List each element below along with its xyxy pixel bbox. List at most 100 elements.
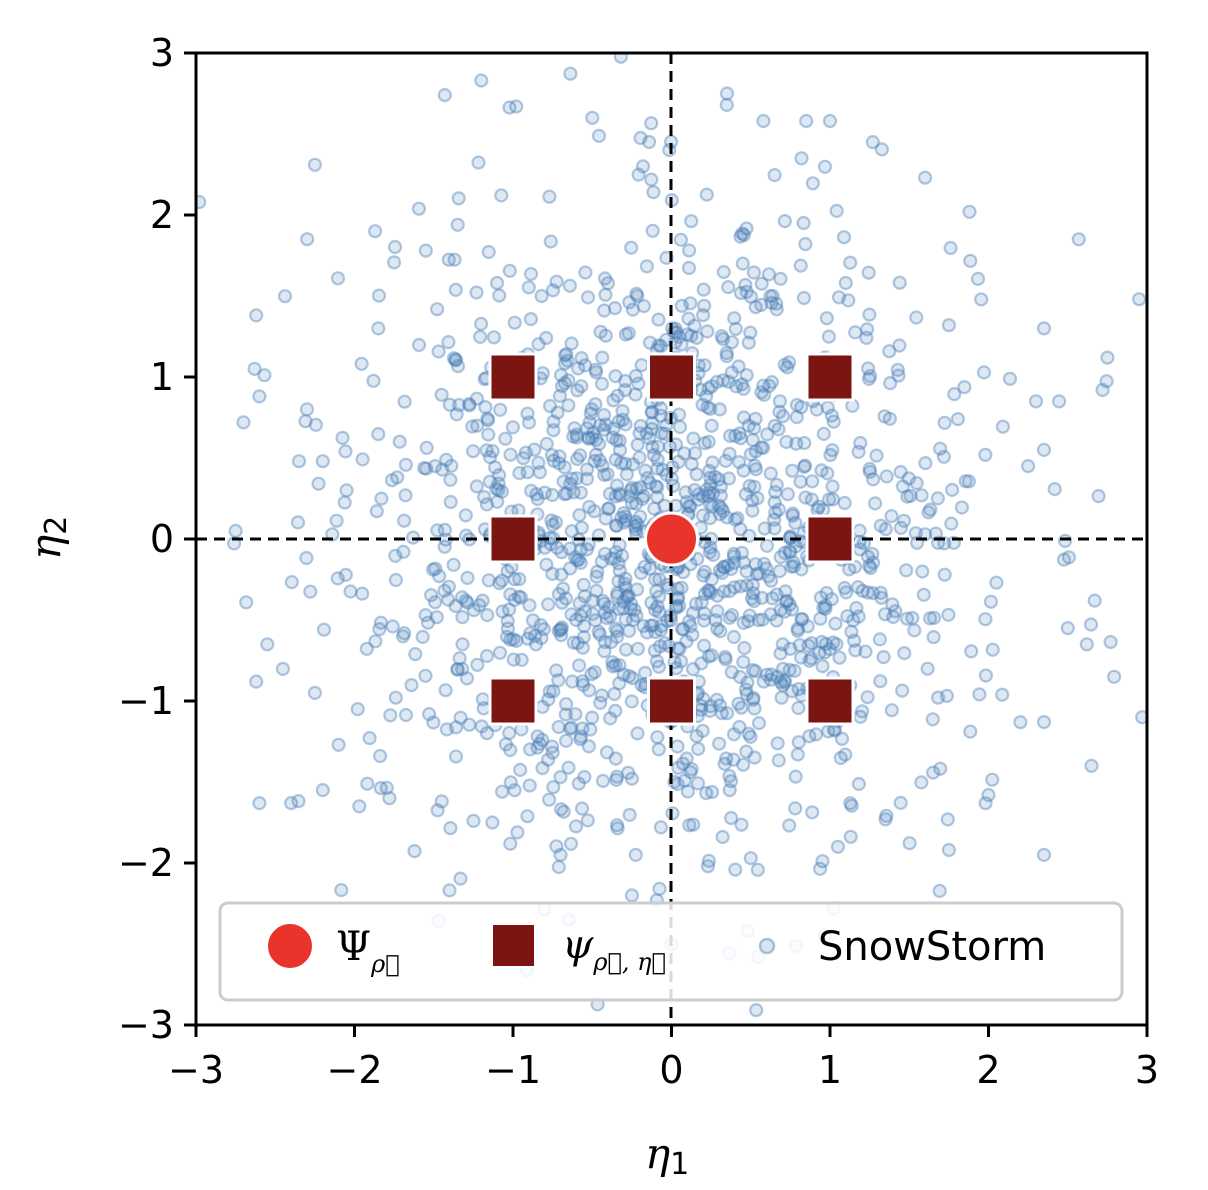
snowstorm-point [793,258,808,273]
snowstorm-point [558,733,574,748]
snowstorm-point [900,489,915,504]
snowstorm-point [641,134,657,150]
snowstorm-point [719,86,735,101]
snowstorm-point [506,652,521,667]
snowstorm-point [752,566,767,581]
snowstorm-point [711,736,727,751]
snowstorm-point [505,420,521,435]
snowstorm-point [978,447,993,462]
snowstorm-point [700,324,715,339]
snowstorm-point [545,517,560,533]
snowstorm-point [196,194,207,210]
snowstorm-point [448,598,463,614]
snowstorm-point [371,288,387,303]
snowstorm-point [892,275,907,290]
snowstorm-point [821,492,837,507]
snowstorm-point [681,499,697,514]
snowstorm-point [833,750,848,766]
snowstorm-point [541,692,556,707]
snowstorm-point [653,820,669,835]
snowstorm-point [388,572,403,588]
snowstorm-point [625,457,641,472]
y-tick-label: −3 [118,1003,174,1047]
snowstorm-point [354,356,369,371]
snowstorm-point [743,850,758,866]
snowstorm-point [636,618,651,634]
x-tick-label: 0 [659,1048,683,1092]
snowstorm-point [716,373,731,388]
snowstorm-point [498,737,513,752]
snowstorm-point [767,521,782,536]
snowstorm-point [723,773,739,789]
snowstorm-point [563,476,578,492]
snowstorm-point [443,820,458,836]
snowstorm-point [834,731,850,747]
snowstorm-point [1036,714,1052,730]
snowstorm-point [608,518,624,533]
snowstorm-point [688,596,704,612]
snowstorm-point [716,584,732,599]
snowstorm-point [733,285,749,301]
snowstorm-point [608,751,623,766]
snowstorm-point [862,461,877,476]
snowstorm-point [607,686,622,702]
snowstorm-point [701,434,716,449]
snowstorm-point [724,365,740,380]
snowstorm-point [691,487,707,502]
snowstorm-point [633,480,648,495]
snowstorm-point [512,466,527,481]
snowstorm-point [486,330,501,345]
snowstorm-point [743,729,758,745]
snowstorm-point [958,474,973,489]
snowstorm-point [500,613,515,629]
snowstorm-point [818,601,833,616]
snowstorm-point [521,280,536,295]
snowstorm-point [647,501,662,516]
snowstorm-point [541,792,557,807]
snowstorm-point [398,457,413,472]
snowstorm-point [649,584,664,599]
snowstorm-point [748,300,763,315]
snowstorm-point [481,244,496,260]
snowstorm-point [579,462,595,477]
snowstorm-point [816,600,831,615]
snowstorm-point [535,760,550,776]
snowstorm-point [442,883,457,898]
snowstorm-point [551,456,567,471]
snowstorm-point [737,640,752,656]
snowstorm-point [746,265,762,280]
snowstorm-point [507,592,522,607]
snowstorm-point [962,204,977,219]
snowstorm-point [1091,489,1106,504]
snowstorm-point [736,410,752,425]
snowstorm-point [794,151,809,166]
snowstorm-point [530,491,545,507]
snowstorm-point [702,485,717,500]
snowstorm-point [704,572,719,587]
snowstorm-point [762,378,777,393]
snowstorm-point [532,736,547,751]
snowstorm-point [585,110,600,125]
snowstorm-point [615,412,630,427]
snowstorm-point [630,726,645,741]
snowstorm-point [537,540,553,555]
y-tick-label: 0 [150,517,174,561]
snowstorm-point [699,785,714,801]
snowstorm-point [939,688,955,704]
snowstorm-point [551,719,566,735]
snowstorm-point [726,629,742,645]
snowstorm-point [637,559,652,574]
snowstorm-point [577,589,592,604]
snowstorm-point [746,421,762,436]
snowstorm-point [734,700,749,715]
snowstorm-point [260,637,275,652]
snowstorm-point [819,585,834,601]
x-tick-label: −2 [326,1048,382,1092]
snowstorm-point [712,506,728,522]
legend-marker-Psi [266,922,314,970]
snowstorm-point [491,476,506,491]
snowstorm-point [600,467,615,482]
snowstorm-point [810,502,825,517]
snowstorm-point [451,191,466,206]
snowstorm-point [562,561,578,576]
